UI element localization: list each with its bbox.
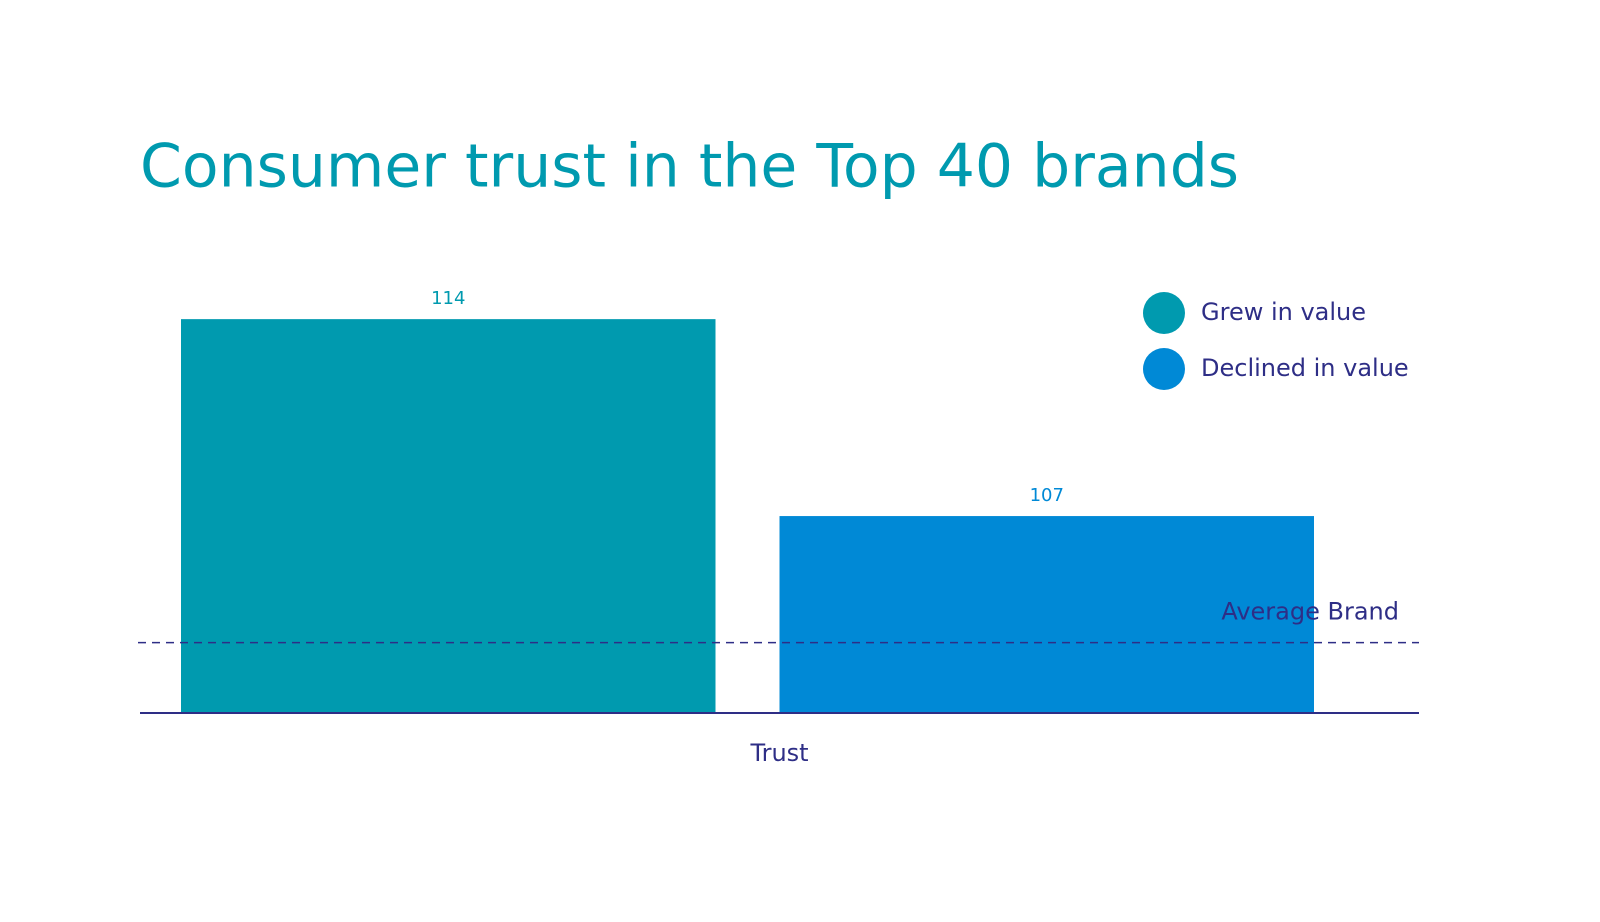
bar: [779, 516, 1314, 713]
legend-swatch: [1143, 292, 1185, 334]
legend-label: Declined in value: [1201, 354, 1409, 382]
reference-label: Average Brand: [1221, 598, 1399, 626]
chart-title: Consumer trust in the Top 40 brands: [140, 132, 1239, 202]
value-label: 114: [431, 288, 465, 309]
bar: [181, 319, 716, 713]
legend-swatch: [1143, 348, 1185, 390]
value-label: 107: [1030, 485, 1064, 506]
legend-label: Grew in value: [1201, 298, 1366, 326]
x-tick-label: Trust: [749, 739, 808, 767]
